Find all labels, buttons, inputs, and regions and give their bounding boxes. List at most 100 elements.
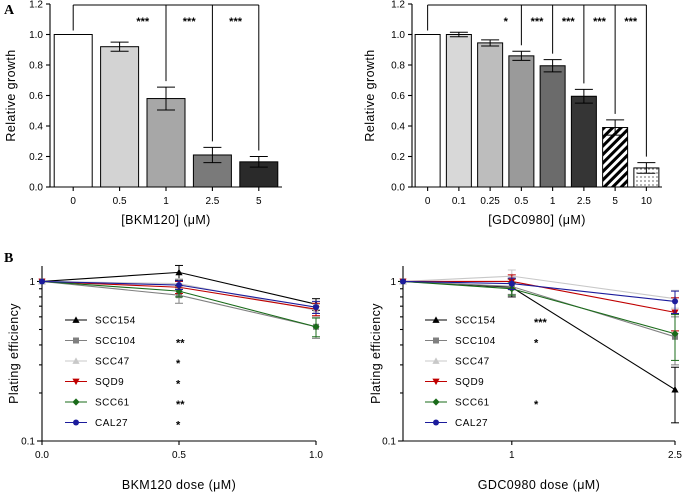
bar-0.5 xyxy=(508,55,535,188)
marker-circle xyxy=(73,419,79,426)
legend-label: SCC154 xyxy=(455,316,496,327)
legend-sig: *** xyxy=(534,317,548,329)
x-tick-label: 2.5 xyxy=(668,450,682,461)
x-tick-label: 1 xyxy=(550,196,556,207)
legend-sig: * xyxy=(534,338,539,350)
bar-0 xyxy=(53,34,93,188)
y-tick-label: 1.0 xyxy=(29,30,43,41)
x-axis-label: [BKM120] (μM) xyxy=(121,213,211,227)
y-tick-label: 0.2 xyxy=(391,152,405,163)
legend-label: CAL27 xyxy=(95,418,128,429)
legend-label: SCC61 xyxy=(455,398,490,409)
x-tick-label: 5 xyxy=(256,196,262,207)
gdc-bar-chart: 0.0 0.2 0.4 0.6 0.8 1.0 1.2 0 0.1 0.25 0.5 1 2.5 5 10 *… xyxy=(363,0,662,227)
marker-circle xyxy=(508,280,515,287)
legend-sig: ** xyxy=(176,399,185,411)
y-axis-label: Relative growth xyxy=(363,49,377,141)
x-tick-label: 1.0 xyxy=(309,450,323,461)
legend-label: CAL27 xyxy=(455,418,488,429)
legend-sig: * xyxy=(534,399,539,411)
x-tick-label: 0.5 xyxy=(172,450,186,461)
y-tick-label: 0.6 xyxy=(29,91,43,102)
bkm-line-chart: 0.1 1 0.0 0.5 1.0 SCC154 SCC104 ** SCC47 * SQD9 * SC… xyxy=(7,264,323,492)
legend-label: SQD9 xyxy=(455,377,484,388)
bar-0.25 xyxy=(477,42,504,188)
marker-triangle-down xyxy=(72,378,80,386)
y-tick-label: 1 xyxy=(390,277,396,288)
marker-diamond xyxy=(432,398,440,406)
y-tick-label: 0.4 xyxy=(29,122,43,133)
sig-label: *** xyxy=(624,16,638,28)
x-tick-label: 0 xyxy=(70,196,76,207)
sig-label: *** xyxy=(136,16,150,28)
x-tick-label: 10 xyxy=(641,196,653,207)
legend-label: SQD9 xyxy=(95,377,124,388)
sig-label: *** xyxy=(562,16,576,28)
y-tick-label: 0.2 xyxy=(29,152,43,163)
y-tick-label: 0.0 xyxy=(29,183,43,194)
sig-label: *** xyxy=(183,16,197,28)
legend-label: SCC47 xyxy=(95,357,130,368)
marker-circle xyxy=(39,278,45,285)
panel-label-b: B xyxy=(4,251,13,266)
sig-label: *** xyxy=(593,16,607,28)
bar-0 xyxy=(414,34,441,188)
bar-0.5 xyxy=(100,46,140,188)
marker-triangle xyxy=(432,357,440,364)
x-axis-label: [GDC0980] (μM) xyxy=(488,213,586,227)
marker-diamond xyxy=(671,330,679,338)
marker-circle xyxy=(313,304,319,311)
bkm-bar-chart: 0.0 0.2 0.4 0.6 0.8 1.0 1.2 0 0.5 1 2.5 5 *** *** *** [… xyxy=(4,0,282,227)
y-tick-label: 0.6 xyxy=(391,91,405,102)
y-tick-label: 1.2 xyxy=(391,0,405,11)
y-tick-label: 1.0 xyxy=(391,30,405,41)
sig-label: * xyxy=(504,16,509,28)
legend-label: SCC61 xyxy=(95,398,130,409)
legend-sig: ** xyxy=(176,338,185,350)
marker-triangle xyxy=(432,316,440,323)
gdc-line-chart: 0.1 1 1 2.5 SCC154 *** SCC104 * SCC47 SQD9 SCC61 * C… xyxy=(369,266,682,492)
x-tick-label: 0.5 xyxy=(113,196,127,207)
bar-1 xyxy=(146,98,186,188)
marker-triangle-down xyxy=(432,378,440,386)
legend-label: SCC154 xyxy=(95,316,136,327)
y-axis-label: Plating efficiency xyxy=(369,303,383,404)
legend-label: SCC104 xyxy=(455,336,496,347)
marker-circle xyxy=(176,282,182,289)
y-tick-label: 0.1 xyxy=(21,437,35,448)
marker-diamond xyxy=(312,323,320,331)
bar-5 xyxy=(602,127,629,188)
x-tick-label: 0 xyxy=(425,196,431,207)
x-axis-label: BKM120 dose (μM) xyxy=(122,478,236,492)
legend-sig: * xyxy=(176,420,181,432)
x-tick-label: 0.1 xyxy=(452,196,466,207)
x-tick-label: 1 xyxy=(509,450,515,461)
marker-circle xyxy=(672,298,678,305)
legend-sig: * xyxy=(176,379,181,391)
y-tick-label: 0.8 xyxy=(29,61,43,72)
x-tick-label: 2.5 xyxy=(577,196,591,207)
x-tick-label: 0.25 xyxy=(480,196,500,207)
marker-circle xyxy=(433,419,439,426)
x-tick-label: 2.5 xyxy=(205,196,219,207)
legend-sig: * xyxy=(176,358,181,370)
marker-triangle xyxy=(175,268,183,276)
sig-label: *** xyxy=(531,16,545,28)
marker-triangle xyxy=(671,385,679,393)
panel-label-a: A xyxy=(4,3,15,18)
sig-label: *** xyxy=(229,16,243,28)
marker-square xyxy=(73,337,79,344)
marker-square xyxy=(433,337,439,344)
y-axis-label: Plating efficiency xyxy=(7,303,21,404)
x-axis-label: GDC0980 dose (μM) xyxy=(478,478,600,492)
y-tick-label: 1.2 xyxy=(29,0,43,11)
x-tick-label: 0.5 xyxy=(514,196,528,207)
y-tick-label: 0.0 xyxy=(391,183,405,194)
marker-diamond xyxy=(72,398,80,406)
legend-label: SCC47 xyxy=(455,357,490,368)
marker-triangle xyxy=(72,357,80,364)
x-tick-label: 1 xyxy=(163,196,169,207)
bar-1 xyxy=(539,65,566,188)
y-tick-label: 0.1 xyxy=(382,437,396,448)
